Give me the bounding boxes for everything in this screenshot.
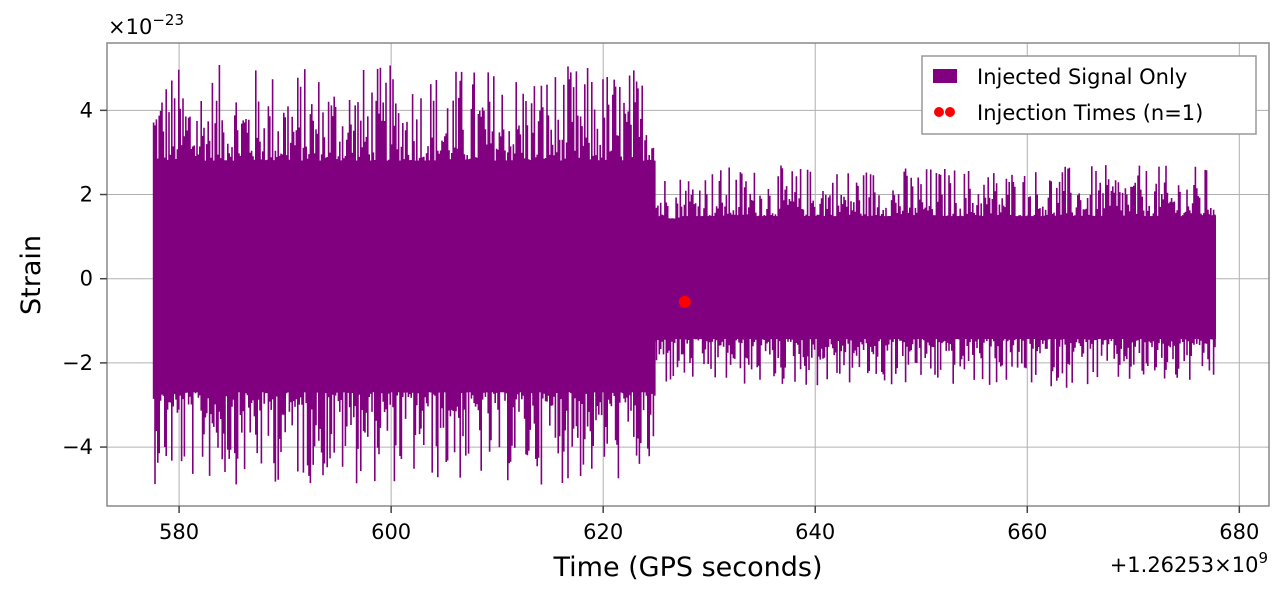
signal-trace-segment: [680, 165, 1216, 388]
y-scale-label: ×10−23: [108, 11, 184, 39]
plot-frame: [106, 42, 1270, 507]
legend-marker-injection-1: [934, 107, 944, 117]
legend-label-signal: Injected Signal Only: [977, 65, 1187, 89]
legend-box: [921, 55, 1257, 135]
y-axis-label: Strain: [16, 235, 47, 315]
signal-trace-segment: [152, 65, 656, 485]
x-tick-label: 640: [795, 520, 835, 544]
injection-marker: [678, 295, 691, 308]
x-tick-label: 620: [583, 520, 623, 544]
legend-marker-injection-2: [945, 107, 955, 117]
y-tick-label: −2: [62, 351, 93, 375]
x-tick-label: 600: [371, 520, 411, 544]
legend-swatch-signal: [933, 69, 957, 83]
x-offset-exponent: 9: [1258, 549, 1268, 567]
legend-label-injection: Injection Times (n=1): [977, 101, 1203, 125]
injection-markers: [678, 295, 691, 308]
x-offset-prefix: +1.26253×10: [1110, 553, 1259, 577]
y-scale-exponent: −23: [152, 11, 184, 29]
y-scale-prefix: ×10: [108, 15, 152, 39]
x-tick-label: 680: [1219, 520, 1259, 544]
x-tick-label: 580: [159, 520, 199, 544]
x-tick-label: 660: [1007, 520, 1047, 544]
y-tick-label: 2: [80, 183, 93, 207]
ticks: 580 600 620 640 660 680 −4 −2 0 2 4: [62, 98, 1259, 544]
x-offset-label: +1.26253×109: [1110, 549, 1268, 577]
y-tick-label: −4: [62, 435, 93, 459]
x-axis-label: Time (GPS seconds): [552, 552, 822, 583]
legend: Injected Signal Only Injection Times (n=…: [921, 55, 1257, 135]
signal-trace-segment: [654, 179, 682, 382]
y-tick-label: 4: [80, 98, 93, 122]
signal-series: [152, 65, 1216, 485]
y-tick-label: 0: [80, 267, 93, 291]
